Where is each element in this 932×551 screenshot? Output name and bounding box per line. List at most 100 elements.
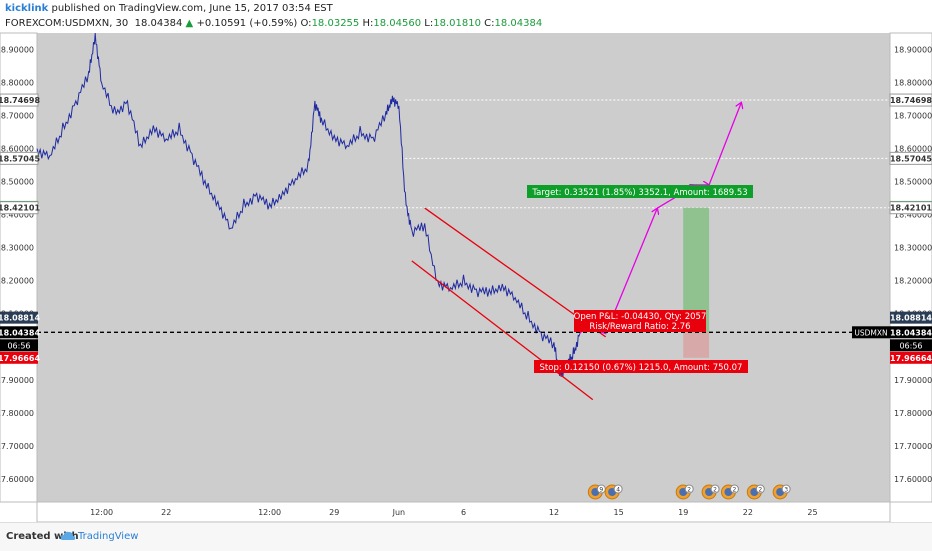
position-info-label: Open P&L: -0.04430, Qty: 2057Risk/Reward… — [574, 310, 706, 332]
channel-lower-line — [411, 260, 594, 401]
target-label-text: Target: 0.33521 (1.85%) 3352.1, Amount: … — [531, 188, 747, 198]
economic-event-icon: 3 — [772, 484, 791, 500]
time-tag-bg — [0, 339, 38, 352]
price-change: +0.10591 (+0.59%) — [196, 18, 298, 29]
symbol-tag-text: USDMXN — [854, 328, 887, 337]
event-count: 3 — [784, 487, 788, 494]
change-arrow-icon: ▲ — [185, 18, 194, 29]
time-tag-bg — [890, 339, 932, 352]
x-tick-label: 12 — [549, 508, 559, 517]
x-tick-label: 15 — [613, 508, 623, 517]
close-label: C: — [484, 18, 495, 29]
right-price-tag: 18.57045 — [889, 151, 932, 165]
event-count: 4 — [616, 487, 620, 494]
left-price-tag: 18.08814 — [0, 311, 40, 324]
right-price-tag: 18.42101 — [889, 201, 932, 215]
left-y-tick-label: 18.20000 — [0, 277, 34, 286]
symbol-name[interactable]: FOREXCOM:USDMXN, 30 — [5, 18, 129, 29]
price-tag-text: 18.42101 — [890, 204, 932, 213]
economic-event-icon: 4 — [604, 484, 623, 500]
x-tick-label: 6 — [461, 508, 466, 517]
price-tag-text: 18.57045 — [0, 154, 40, 163]
left-y-tick-label: 18.50000 — [0, 178, 34, 187]
price-tag-bg — [0, 311, 38, 324]
projection-arrow-segment — [708, 102, 741, 186]
price-tag-bg — [0, 201, 39, 215]
economic-event-icon: 9 — [587, 484, 606, 500]
high-value: 18.04560 — [373, 18, 422, 29]
right-y-tick-label: 17.70000 — [894, 442, 932, 451]
price-tag-bg — [890, 351, 932, 364]
low-value: 18.01810 — [433, 18, 481, 29]
event-count-badge — [729, 484, 739, 494]
left-price-tag: 18.74698 — [0, 93, 40, 107]
economic-event-icon: 2 — [746, 484, 765, 500]
publisher-username[interactable]: kicklink — [5, 3, 49, 14]
price-tag-text: 17.96664 — [0, 354, 40, 363]
event-count-badge — [755, 484, 765, 494]
time-tag-text: 06:56 — [7, 341, 30, 350]
right-price-tag: 17.96664 — [890, 351, 932, 364]
right-y-tick-label: 18.30000 — [894, 244, 932, 253]
tradingview-cloud-icon — [60, 531, 76, 540]
left-y-tick-label: 17.90000 — [0, 376, 34, 385]
price-tag-text: 17.96664 — [890, 354, 932, 363]
close-value: 18.04384 — [494, 18, 543, 29]
left-y-tick-label: 18.70000 — [0, 112, 34, 121]
target-label-bg — [527, 185, 753, 198]
price-tag-bg — [0, 351, 38, 364]
right-time-tag: 06:56 — [890, 339, 932, 352]
left-time-tag: 06:56 — [0, 339, 38, 352]
price-tag-bg — [889, 151, 932, 165]
left-y-tick-label: 17.80000 — [0, 409, 34, 418]
last-price: 18.04384 — [134, 18, 183, 29]
published-text: published on TradingView.com, June 15, 2… — [51, 3, 333, 14]
right-y-tick-label: 17.60000 — [894, 475, 932, 484]
price-tag-bg — [889, 201, 932, 215]
right-y-tick-label: 18.20000 — [894, 277, 932, 286]
price-chart[interactable]: 17.60000 17.60000 17.70000 17.70000 17.80000… — [0, 0, 932, 522]
economic-event-icon: 2 — [701, 484, 720, 500]
price-tag-text: 18.74698 — [890, 96, 932, 105]
right-y-tick-label: 17.90000 — [894, 376, 932, 385]
right-y-tick-label: 18.50000 — [894, 178, 932, 187]
footer-bar: Created with TradingView — [0, 522, 932, 551]
open-value: 18.03255 — [311, 18, 360, 29]
price-tag-text: 18.04384 — [890, 328, 932, 337]
price-tag-bg — [890, 311, 932, 324]
left-y-tick-label: 18.60000 — [0, 145, 34, 154]
right-price-tag: 18.08814 — [890, 311, 932, 324]
right-price-tag: 18.74698 — [889, 93, 932, 107]
economic-event-icon: 2 — [675, 484, 694, 500]
stop-label-bg — [534, 360, 748, 373]
right-y-tick-label: 17.80000 — [894, 409, 932, 418]
event-count: 2 — [713, 487, 717, 494]
price-tag-bg — [0, 151, 39, 165]
publisher-line: kicklink published on TradingView.com, J… — [5, 3, 333, 14]
left-price-tag: 17.96664 — [0, 351, 40, 364]
stop-label: Stop: 0.12150 (0.67%) 1215.0, Amount: 75… — [534, 360, 748, 373]
x-tick-label: 12:00 — [258, 508, 281, 517]
chart-header: kicklink published on TradingView.com, J… — [0, 0, 932, 32]
price-tag-bg — [0, 93, 39, 107]
right-price-axis — [889, 32, 932, 503]
stop-label-text: Stop: 0.12150 (0.67%) 1215.0, Amount: 75… — [540, 363, 743, 373]
left-price-tag: 18.04384 — [0, 326, 40, 339]
created-with-text: Created with — [6, 531, 79, 542]
price-tag-text: 18.04384 — [0, 328, 40, 337]
tradingview-brand[interactable]: TradingView — [78, 531, 139, 542]
left-price-tag: 18.57045 — [0, 151, 40, 165]
left-y-tick-label: 18.90000 — [0, 46, 34, 55]
price-tag-bg — [0, 326, 38, 339]
left-y-tick-label: 18.40000 — [0, 211, 34, 220]
right-y-tick-label: 18.40000 — [894, 211, 932, 220]
time-axis — [36, 501, 891, 522]
x-tick-label: 12:00 — [90, 508, 113, 517]
event-count-badge — [684, 484, 694, 494]
event-count: 2 — [758, 487, 762, 494]
high-label: H: — [362, 18, 374, 29]
open-label: O: — [300, 18, 312, 29]
price-tag-text: 18.74698 — [0, 96, 40, 105]
event-count-badge — [613, 484, 623, 494]
left-y-tick-label: 17.70000 — [0, 442, 34, 451]
